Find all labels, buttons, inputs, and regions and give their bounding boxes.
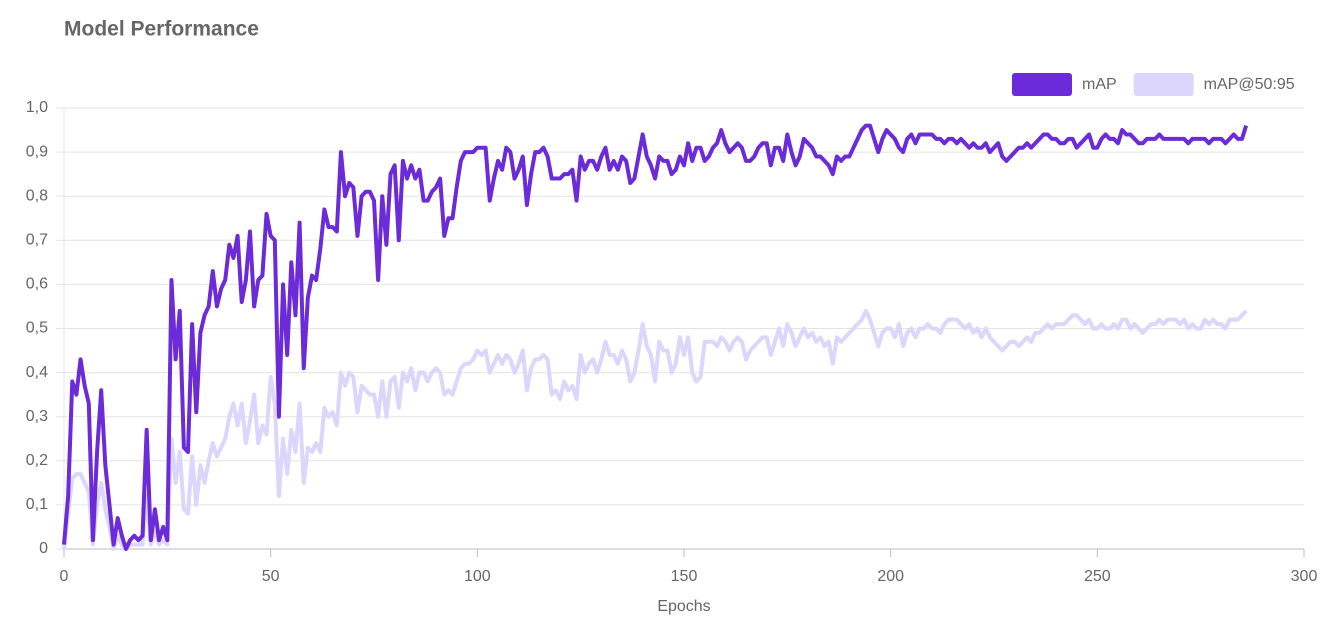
y-tick-label: 0,9 — [26, 143, 48, 160]
y-tick-label: 0 — [39, 540, 48, 557]
y-tick-label: 0,6 — [26, 276, 48, 293]
y-tick-label: 0,2 — [26, 452, 48, 469]
legend-label: mAP@50:95 — [1204, 76, 1295, 93]
x-axis-title: Epochs — [657, 598, 710, 615]
x-tick-label: 0 — [60, 568, 69, 585]
y-tick-label: 0,7 — [26, 232, 48, 249]
x-tick-label: 100 — [464, 568, 491, 585]
x-tick-label: 300 — [1291, 568, 1318, 585]
y-tick-label: 0,4 — [26, 364, 48, 381]
x-tick-label: 200 — [877, 568, 904, 585]
y-tick-label: 0,8 — [26, 187, 48, 204]
series-line — [62, 123, 1249, 551]
y-tick-label: 0,1 — [26, 496, 48, 513]
chart-title: Model Performance — [64, 18, 259, 41]
y-tick-label: 0,3 — [26, 408, 48, 425]
legend-swatch — [1133, 73, 1194, 96]
x-tick-label: 150 — [671, 568, 698, 585]
legend-swatch — [1012, 73, 1072, 96]
y-tick-label: 1,0 — [26, 99, 48, 116]
x-tick-label: 50 — [262, 568, 280, 585]
x-tick-label: 250 — [1084, 568, 1111, 585]
series-line — [62, 308, 1248, 551]
y-tick-label: 0,5 — [26, 320, 48, 337]
legend-label: mAP — [1082, 76, 1117, 93]
